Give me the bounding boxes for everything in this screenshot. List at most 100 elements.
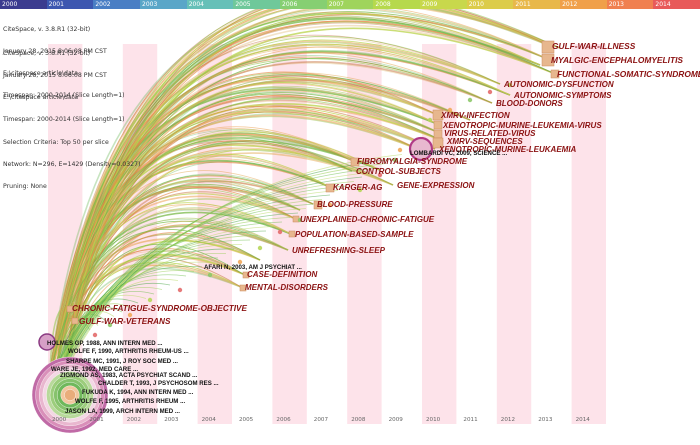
year-legend-cell: 2008: [373, 0, 421, 9]
citation-node: [147, 297, 153, 303]
keyword-node: [433, 120, 443, 130]
citation-node: [327, 202, 333, 208]
keyword-label[interactable]: CHRONIC-FATIGUE-SYNDROME-OBJECTIVE: [72, 304, 247, 313]
reference-label[interactable]: WOLFE F, 1995, ARTHRITIS RHEUM ...: [75, 398, 186, 405]
citation-node-ring: [64, 389, 76, 401]
keyword-label[interactable]: XMRV-INFECTION: [441, 111, 510, 120]
co-citation-link: [49, 17, 554, 376]
keyword-label[interactable]: XMRV-SEQUENCES: [447, 137, 523, 146]
co-citation-link: [69, 131, 381, 346]
info-line: Pruning: None: [3, 183, 47, 191]
keyword-label[interactable]: CONTROL-SUBJECTS: [356, 167, 441, 176]
co-citation-link: [54, 199, 323, 396]
co-citation-link: [49, 3, 549, 376]
bottom-year-label: 2006: [276, 417, 291, 423]
co-citation-link: [54, 226, 275, 396]
co-citation-link: [57, 73, 471, 361]
reference-label[interactable]: HOLMES GP, 1988, ANN INTERN MED ...: [47, 340, 163, 347]
co-citation-link: [61, 75, 471, 391]
bottom-year-label: 2007: [313, 417, 329, 423]
keyword-label[interactable]: BLOOD-DONORS: [496, 99, 563, 108]
co-citation-link: [54, 257, 242, 381]
co-citation-link: [54, 176, 363, 391]
year-slice-band: [496, 44, 532, 424]
info-line: CiteSpace, v. 3.8.R1 (32-bit): [3, 25, 91, 33]
reference-label[interactable]: AFARI N, 2003, AM J PSYCHIAT ...: [204, 264, 302, 271]
reference-label[interactable]: FUKUDA K, 1994, ANN INTERN MED ...: [82, 389, 194, 396]
info-line: E:\citespace article\data: [3, 70, 78, 78]
bottom-year-label: 2005: [239, 417, 254, 423]
keyword-label[interactable]: AUTONOMIC-SYMPTOMS: [514, 91, 612, 100]
co-citation-link: [47, 237, 261, 401]
keyword-node: [432, 137, 444, 149]
keyword-label[interactable]: FUNCTIONAL-SOMATIC-SYNDROMES: [557, 69, 700, 79]
bottom-year-label: 2002: [126, 417, 142, 423]
co-citation-link: [69, 243, 244, 346]
reference-label[interactable]: SHARPE MC, 1991, J ROY SOC MED ...: [66, 358, 178, 365]
keyword-label[interactable]: MENTAL-DISORDERS: [245, 283, 328, 292]
citation-node: [507, 82, 513, 88]
co-citation-link: [64, 20, 554, 369]
keyword-label[interactable]: POPULATION-BASED-SAMPLE: [295, 230, 414, 239]
keyword-label[interactable]: VIRUS-RELATED-VIRUS: [444, 129, 536, 138]
keyword-label[interactable]: GULF-WAR-ILLNESS: [552, 41, 636, 51]
keyword-node: [541, 40, 555, 54]
info-line: January 28, 2015 8:06:08 PM CST: [3, 48, 107, 56]
info-line: Timespan: 2000-2014 (Slice Length=1): [3, 92, 125, 100]
citation-node: [237, 259, 243, 265]
year-legend-cell: 2000: [0, 0, 47, 9]
keyword-label[interactable]: UNEXPLAINED-CHRONIC-FATIGUE: [300, 215, 435, 224]
keyword-label[interactable]: KARGER-AG: [333, 183, 383, 192]
year-legend-cell: 2001: [46, 0, 94, 9]
co-citation-link: [47, 217, 289, 401]
reference-label[interactable]: ZIGMOND AS, 1983, ACTA PSYCHIAT SCAND ..…: [60, 372, 198, 379]
bottom-year-label: 2000: [52, 417, 67, 423]
co-citation-link: [69, 257, 242, 346]
citation-node: [177, 287, 183, 293]
reference-label[interactable]: JASON LA, 1999, ARCH INTERN MED ...: [65, 408, 180, 415]
co-citation-link: [54, 181, 355, 386]
citation-node: [107, 322, 113, 328]
network-nodes: [31, 40, 560, 434]
keyword-label[interactable]: BLOOD-PRESSURE: [317, 200, 393, 209]
citation-node: [377, 172, 383, 178]
reference-label[interactable]: LOMBARDI VC, 2009, SCIENCE ...: [410, 150, 508, 157]
bottom-year-label: 2010: [426, 417, 441, 423]
citation-node: [277, 229, 283, 235]
keyword-label[interactable]: XENOTROPIC-MURINE-LEUKEMIA-VIRUS: [443, 121, 602, 130]
year-legend-cell: 2012: [560, 0, 607, 9]
co-citation-link: [57, 93, 444, 361]
keyword-label[interactable]: AUTONOMIC-DYSFUNCTION: [504, 80, 614, 89]
keyword-node: [433, 129, 443, 139]
bottom-year-label: 2011: [463, 417, 478, 423]
keyword-node: [239, 284, 247, 292]
citation-node: [357, 187, 363, 193]
keyword-node: [242, 271, 250, 279]
keyword-node: [550, 69, 560, 79]
keyword-label[interactable]: GULF-WAR-VETERANS: [79, 317, 171, 326]
year-legend-cell: 2006: [280, 0, 327, 9]
keyword-label[interactable]: MYALGIC-ENCEPHALOMYELITIS: [551, 55, 683, 65]
year-legend-cell: 2014: [653, 0, 700, 9]
citespace-info-header: CiteSpace, v. 3.8.R1 (32-bit) January 28…: [3, 11, 125, 107]
reference-label[interactable]: CHALDER T, 1993, J PSYCHOSOM RES ...: [98, 380, 219, 387]
bottom-year-label: 2009: [388, 417, 403, 423]
keyword-label[interactable]: UNREFRESHING-SLEEP: [292, 246, 385, 255]
co-citation-link: [54, 203, 315, 391]
keyword-node: [541, 53, 555, 67]
keyword-label[interactable]: FIBROMYALGIA-SYNDROME: [357, 157, 468, 166]
reference-label[interactable]: WOLFE F, 1990, ARTHRITIS RHEUM-US ...: [68, 348, 189, 355]
keyword-label[interactable]: CASE-DEFINITION: [247, 270, 318, 279]
co-citation-link: [49, 86, 441, 376]
bottom-year-label: 2013: [538, 417, 553, 423]
co-citation-link: [47, 108, 421, 401]
bottom-year-label: 2014: [575, 417, 590, 423]
co-citation-link: [49, 228, 261, 376]
reference-label[interactable]: WARE JE, 1992, MED CARE ...: [51, 366, 139, 373]
year-legend-cell: 2004: [186, 0, 234, 9]
co-citation-link: [57, 11, 541, 361]
bottom-year-label: 2003: [164, 417, 179, 423]
bottom-year-label: 2012: [500, 417, 516, 423]
keyword-label[interactable]: GENE-EXPRESSION: [397, 181, 475, 190]
keyword-label[interactable]: XENOTROPIC-MURINE-LEUKAEMIA: [439, 145, 577, 154]
